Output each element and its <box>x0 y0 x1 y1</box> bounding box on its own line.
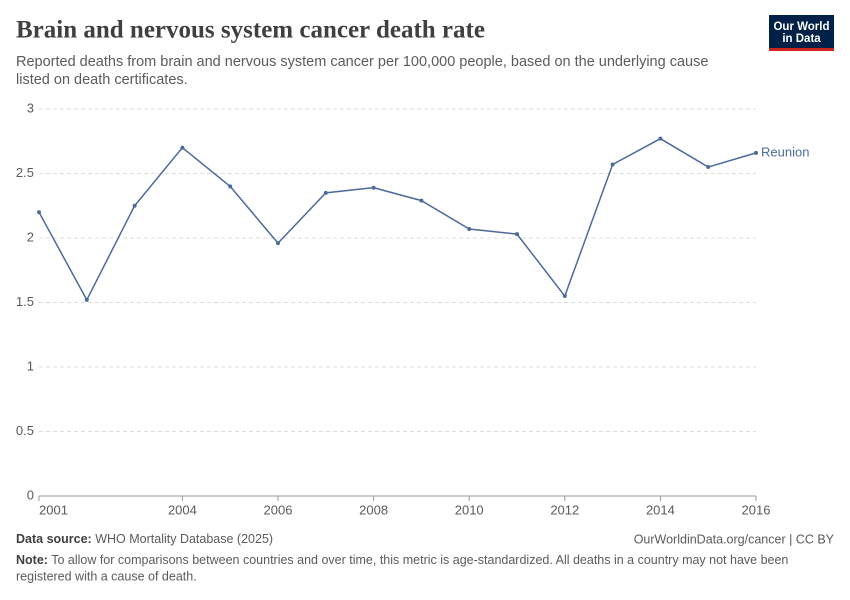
note-text: registered with a cause of death. <box>16 569 197 583</box>
x-tick-label: 2010 <box>455 502 484 517</box>
point <box>419 198 424 203</box>
point <box>323 190 328 195</box>
chart-title: Brain and nervous system cancer death ra… <box>16 17 485 44</box>
point <box>276 241 280 246</box>
point <box>754 150 758 155</box>
source-label: Data source: <box>16 532 92 546</box>
line <box>38 137 757 302</box>
x-tick-label: 2004 <box>168 502 197 517</box>
point <box>84 297 89 302</box>
source: Data source: WHO Mortality Database (202… <box>16 532 273 546</box>
point <box>467 226 472 231</box>
logo-text: in Data <box>782 33 821 45</box>
logo-text: Our World <box>773 21 829 33</box>
source-text: WHO Mortality Database (2025) <box>95 532 273 546</box>
point <box>228 184 233 189</box>
y-tick-label: 1.5 <box>16 294 34 309</box>
point <box>180 145 185 150</box>
url[interactable]: OurWorldinData.org/cancer | CC BY <box>634 532 835 546</box>
point <box>37 210 41 215</box>
point <box>658 136 663 141</box>
point <box>371 185 376 190</box>
point <box>132 203 137 208</box>
note: Note: To allow for comparisons between c… <box>16 553 788 567</box>
point <box>706 165 711 170</box>
point <box>562 294 567 299</box>
y-tick-label: 3 <box>27 100 34 115</box>
x-tick-label: 2008 <box>359 502 388 517</box>
point <box>610 162 615 167</box>
point <box>515 232 519 237</box>
x-tick-label: 2014 <box>646 502 675 517</box>
note-text: To allow for comparisons between countri… <box>48 553 788 567</box>
note-label: Note: <box>16 553 48 567</box>
x-tick-label: 2016 <box>742 502 771 517</box>
y-tick-label: 2.5 <box>16 165 34 180</box>
logo-bar <box>769 48 834 51</box>
logo[interactable]: Our World in Data <box>769 15 834 51</box>
y-tick-label: 1 <box>27 358 34 373</box>
subtitle: Reported deaths from brain and nervous s… <box>16 54 708 70</box>
x-tick-label: 2012 <box>550 502 579 517</box>
y-tick-label: 0 <box>27 487 34 502</box>
y-tick-label: 0.5 <box>16 423 34 438</box>
x-tick-label: 2001 <box>39 502 68 517</box>
legend-label: Reunion <box>761 144 809 159</box>
logo-bg <box>769 15 834 51</box>
subtitle: listed on death certificates. <box>16 72 188 88</box>
x-tick-label: 2006 <box>264 502 293 517</box>
y-tick-label: 2 <box>27 229 34 244</box>
